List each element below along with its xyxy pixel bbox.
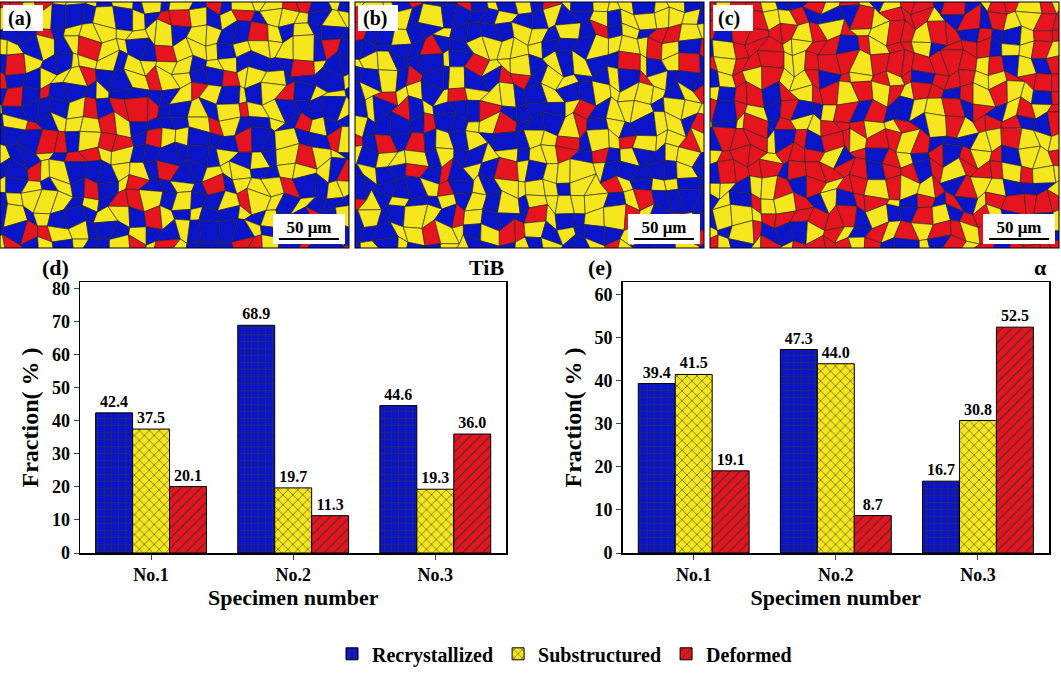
svg-text:0: 0 (61, 543, 70, 563)
svg-text:(b): (b) (363, 7, 387, 30)
svg-text:36.0: 36.0 (458, 414, 486, 431)
svg-text:(d): (d) (42, 255, 69, 280)
svg-text:39.4: 39.4 (643, 364, 671, 381)
svg-text:TiB: TiB (469, 255, 504, 280)
svg-text:41.5: 41.5 (680, 354, 708, 371)
svg-text:No.2: No.2 (818, 565, 854, 585)
svg-text:No.1: No.1 (133, 565, 169, 585)
svg-text:Fraction( % ): Fraction( % ) (17, 348, 43, 488)
svg-text:20: 20 (595, 457, 613, 477)
svg-text:No.3: No.3 (418, 565, 454, 585)
svg-text:Fraction( % ): Fraction( % ) (560, 348, 586, 488)
svg-text:(c): (c) (718, 7, 740, 30)
svg-text:40: 40 (595, 371, 613, 391)
svg-text:10: 10 (595, 500, 613, 520)
svg-text:50: 50 (595, 328, 613, 348)
svg-text:20: 20 (52, 477, 70, 497)
svg-text:α: α (1034, 255, 1047, 280)
svg-text:50: 50 (52, 378, 70, 398)
svg-text:11.3: 11.3 (317, 496, 344, 513)
svg-text:10: 10 (52, 510, 70, 530)
svg-text:Substructured: Substructured (538, 644, 661, 666)
svg-text:44.6: 44.6 (384, 386, 412, 403)
svg-text:60: 60 (52, 345, 70, 365)
svg-text:50 μm: 50 μm (996, 218, 1041, 237)
svg-text:50 μm: 50 μm (641, 218, 686, 237)
svg-text:No.2: No.2 (275, 565, 311, 585)
svg-text:80: 80 (52, 279, 70, 299)
svg-text:20.1: 20.1 (174, 467, 202, 484)
svg-text:52.5: 52.5 (1001, 307, 1029, 324)
svg-text:No.3: No.3 (960, 565, 996, 585)
svg-text:47.3: 47.3 (785, 330, 813, 347)
svg-text:50 μm: 50 μm (286, 218, 331, 237)
svg-text:19.1: 19.1 (717, 451, 745, 468)
svg-text:68.9: 68.9 (242, 305, 270, 322)
svg-text:(e): (e) (588, 255, 612, 280)
svg-text:(a): (a) (8, 7, 31, 30)
svg-text:16.7: 16.7 (927, 461, 955, 478)
svg-text:No.1: No.1 (676, 565, 712, 585)
svg-text:30: 30 (595, 414, 613, 434)
svg-text:30: 30 (52, 444, 70, 464)
svg-text:Specimen number: Specimen number (208, 585, 379, 610)
svg-text:40: 40 (52, 411, 70, 431)
svg-text:44.0: 44.0 (822, 344, 850, 361)
svg-text:60: 60 (595, 285, 613, 305)
svg-text:Deformed: Deformed (706, 644, 792, 666)
svg-text:42.4: 42.4 (100, 393, 128, 410)
svg-text:37.5: 37.5 (137, 409, 165, 426)
svg-text:Recrystallized: Recrystallized (372, 644, 493, 667)
svg-text:8.7: 8.7 (863, 496, 883, 513)
svg-text:19.7: 19.7 (279, 468, 307, 485)
svg-text:19.3: 19.3 (421, 469, 449, 486)
svg-text:70: 70 (52, 312, 70, 332)
svg-text:Specimen number: Specimen number (751, 585, 922, 610)
svg-text:0: 0 (604, 543, 613, 563)
svg-text:30.8: 30.8 (964, 401, 992, 418)
